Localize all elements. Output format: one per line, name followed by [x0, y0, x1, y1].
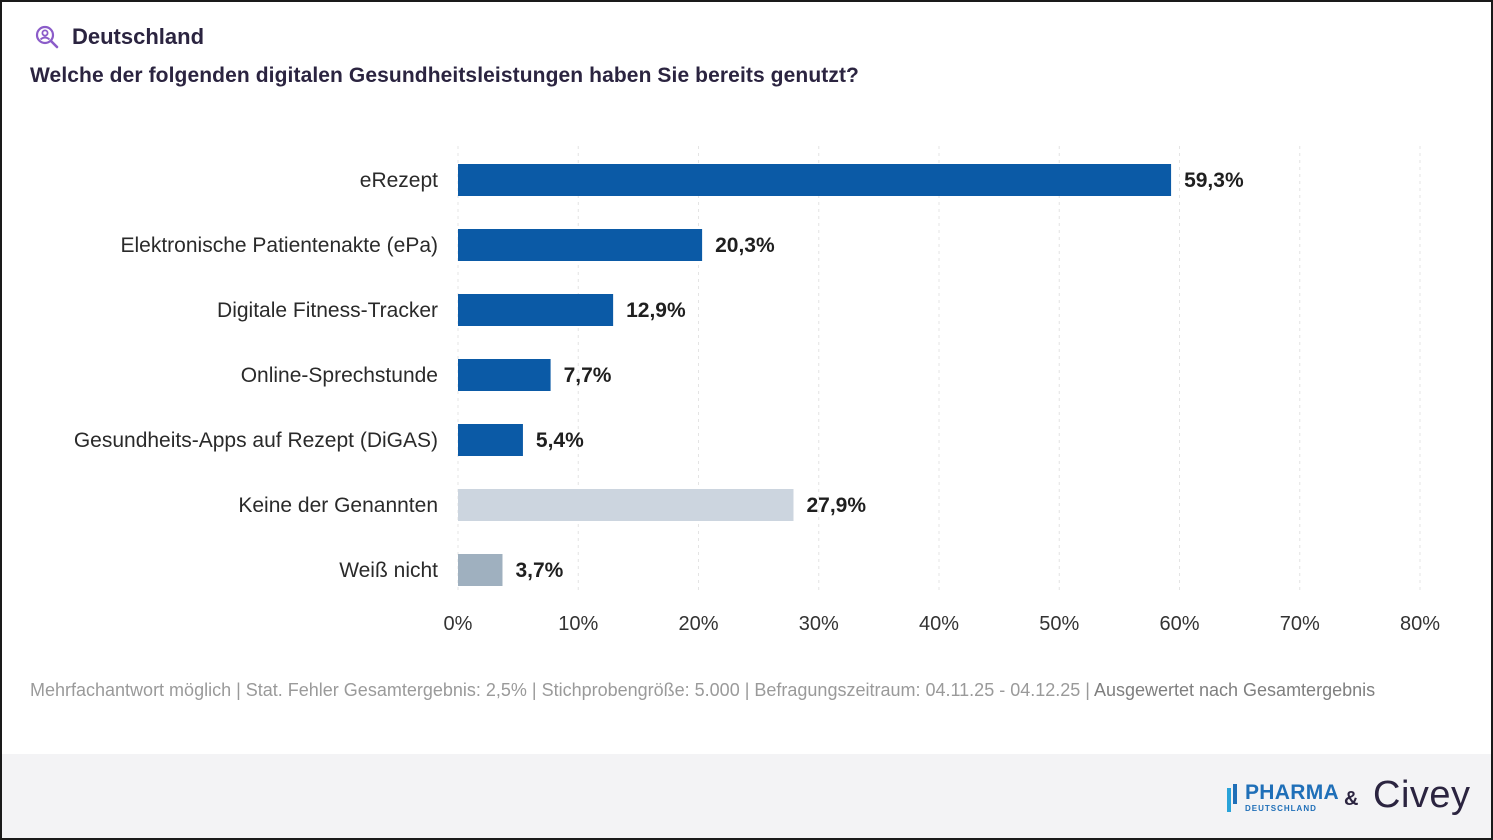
value-label: 20,3%	[715, 234, 775, 257]
x-tick-label: 80%	[1400, 613, 1440, 635]
category-label: Elektronische Patientenakte (ePa)	[120, 234, 438, 257]
x-tick-label: 70%	[1280, 613, 1320, 635]
bar	[458, 164, 1172, 196]
category-label: Digitale Fitness-Tracker	[217, 299, 438, 322]
x-tick-label: 10%	[558, 613, 598, 635]
bar	[458, 554, 503, 586]
category-label: eRezept	[360, 169, 438, 192]
logo-ampersand: &	[1344, 788, 1359, 810]
chart-question: Welche der folgenden digitalen Gesundhei…	[30, 64, 859, 87]
bar	[458, 294, 614, 326]
bar	[458, 424, 523, 456]
x-tick-label: 30%	[799, 613, 839, 635]
value-label: 12,9%	[626, 299, 686, 322]
bar-chart: 0% 10% 20% 30% 40% 50% 60% 70% 80% eRezept 59,3% El…	[74, 146, 1440, 635]
category-label: Keine der Genannten	[238, 494, 438, 517]
footnote-text: Mehrfachantwort möglich | Stat. Fehler G…	[30, 680, 1094, 700]
value-label: 27,9%	[806, 494, 866, 517]
x-tick-label: 60%	[1159, 613, 1199, 635]
value-label: 5,4%	[536, 429, 584, 452]
civey-logo: Civey	[1373, 774, 1471, 816]
search-person-icon	[34, 24, 60, 50]
value-label: 3,7%	[515, 559, 563, 582]
pharma-logo-subtext: DEUTSCHLAND	[1245, 804, 1317, 813]
header: Deutschland	[34, 24, 204, 50]
pharma-mark-icon	[1227, 783, 1239, 812]
category-label: Online-Sprechstunde	[241, 364, 438, 387]
value-label: 7,7%	[564, 364, 612, 387]
footnote-evaluated: Ausgewertet nach Gesamtergebnis	[1093, 680, 1376, 700]
category-label: Weiß nicht	[339, 559, 438, 582]
pharma-logo-text: PHARMA	[1245, 781, 1339, 804]
bar	[458, 229, 703, 261]
footer: PHARMA DEUTSCHLAND & Civey	[2, 754, 1491, 838]
x-tick-label: 20%	[678, 613, 718, 635]
footnote: Mehrfachantwort möglich | Stat. Fehler G…	[30, 676, 1430, 704]
bar	[458, 359, 551, 391]
bar	[458, 489, 794, 521]
category-label: Gesundheits-Apps auf Rezept (DiGAS)	[74, 429, 438, 452]
x-tick-label: 50%	[1039, 613, 1079, 635]
pharma-deutschland-logo: PHARMA DEUTSCHLAND	[1227, 782, 1339, 813]
value-label: 59,3%	[1184, 169, 1244, 192]
region-label: Deutschland	[72, 24, 205, 49]
x-tick-label: 40%	[919, 613, 959, 635]
x-tick-label: 0%	[444, 613, 473, 635]
